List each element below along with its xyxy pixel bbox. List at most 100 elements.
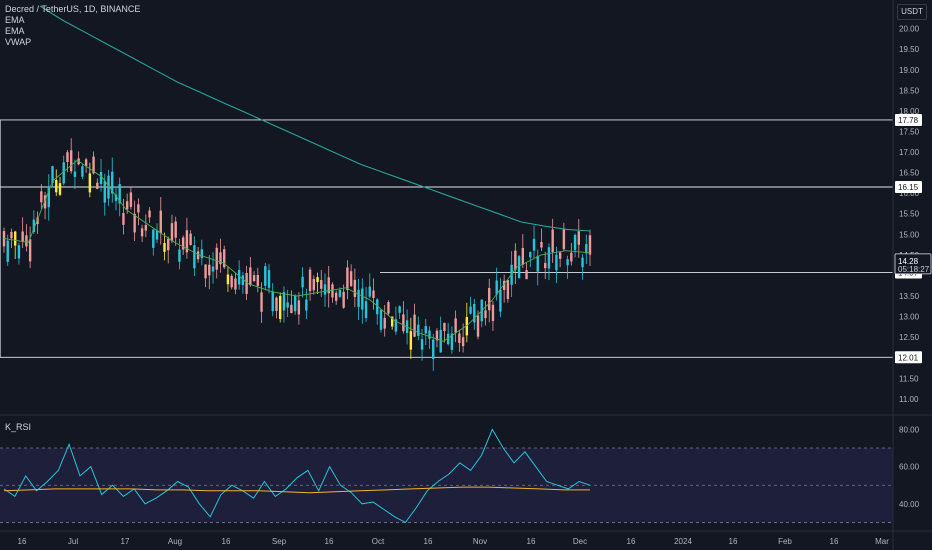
candle-body bbox=[529, 252, 532, 258]
price-tick-label: 11.00 bbox=[899, 395, 919, 404]
current-price-badge bbox=[894, 253, 932, 275]
candle-body bbox=[346, 267, 349, 291]
candle-body bbox=[398, 306, 401, 313]
candle-body bbox=[58, 183, 62, 195]
candle-body bbox=[241, 275, 245, 286]
candle-body bbox=[495, 280, 498, 295]
level-price-label: 17.78 bbox=[898, 116, 919, 125]
level-price-label: 16.15 bbox=[898, 183, 919, 192]
candle-body bbox=[81, 166, 84, 177]
candle-body bbox=[484, 310, 487, 319]
candle-body bbox=[181, 237, 185, 250]
candle-body bbox=[353, 279, 357, 297]
candle-body bbox=[264, 266, 267, 286]
candle-body bbox=[390, 316, 394, 327]
candle-body bbox=[230, 275, 233, 288]
candle-body bbox=[62, 162, 65, 184]
candle-body bbox=[443, 322, 446, 332]
candle-body bbox=[252, 275, 256, 282]
price-tick-label: 17.00 bbox=[899, 148, 920, 157]
level-price-badge bbox=[895, 180, 922, 193]
time-tick-label: 16 bbox=[18, 537, 27, 546]
candle-body bbox=[137, 204, 140, 213]
candle-body bbox=[435, 330, 439, 341]
candle-body bbox=[133, 213, 136, 233]
time-axis[interactable]: 16 Jul 17 Aug 16 Sep 16 Oct 16 Nov 16 Dec 16 2024 16 Fe… bbox=[18, 537, 890, 546]
indicator-ema-2[interactable]: EMA bbox=[5, 26, 25, 36]
candle-body bbox=[428, 330, 431, 339]
price-tick-label: 16.00 bbox=[899, 189, 920, 198]
candle-body bbox=[551, 229, 554, 253]
candle-body bbox=[323, 284, 327, 295]
candle-body bbox=[305, 299, 308, 311]
candle-body bbox=[454, 318, 457, 333]
candle-body bbox=[521, 248, 525, 265]
countdown-label: 05:18:27 bbox=[898, 265, 930, 274]
candle-body bbox=[88, 173, 92, 193]
candle-body bbox=[357, 289, 360, 307]
candle-body bbox=[517, 256, 521, 279]
candle-body bbox=[200, 249, 204, 259]
price-pane[interactable] bbox=[0, 0, 893, 415]
candle-body bbox=[439, 329, 442, 353]
price-tick-label: 11.50 bbox=[899, 374, 919, 383]
candle-body bbox=[320, 280, 323, 289]
horizontal-levels[interactable] bbox=[0, 119, 893, 358]
candle-body bbox=[570, 252, 573, 262]
grid-lines bbox=[0, 447, 893, 523]
time-tick-label: 16 bbox=[325, 537, 334, 546]
candle-body bbox=[312, 278, 315, 291]
rsi-tick-label: 40.00 bbox=[899, 500, 920, 509]
candle-body bbox=[349, 271, 353, 287]
candle-body bbox=[476, 315, 480, 337]
candle-body bbox=[36, 217, 39, 225]
price-axis[interactable]: 20.00 19.50 19.00 18.50 18.00 17.50 17.00 16.50… bbox=[899, 25, 920, 404]
chart-legend[interactable]: Decred / TetherUS, 1D, BINANCE EMA EMA V… bbox=[5, 4, 140, 48]
candle-body bbox=[96, 182, 99, 189]
candle-body bbox=[558, 252, 562, 259]
candle-body bbox=[368, 286, 371, 297]
candle-body bbox=[204, 264, 207, 279]
candle-body bbox=[140, 228, 144, 237]
candle-body bbox=[249, 267, 252, 286]
indicator-ema-1[interactable]: EMA bbox=[5, 15, 25, 25]
candle-body bbox=[465, 317, 469, 336]
candle-body bbox=[417, 324, 420, 336]
candle-body bbox=[588, 235, 592, 255]
candle-body bbox=[144, 225, 148, 231]
price-tick-label: 12.50 bbox=[899, 333, 920, 342]
candle-body bbox=[301, 276, 304, 288]
time-tick-label: 17 bbox=[121, 537, 130, 546]
candle-body bbox=[84, 159, 88, 166]
time-tick-label: Mar bbox=[875, 537, 889, 546]
level-price-label: 12.01 bbox=[898, 353, 919, 362]
candle-body bbox=[402, 314, 405, 332]
candle-body bbox=[409, 331, 413, 350]
candle-body bbox=[111, 171, 114, 194]
price-tick-label: 19.50 bbox=[899, 45, 920, 54]
time-tick-label: Nov bbox=[473, 537, 487, 546]
candle-body bbox=[163, 242, 166, 252]
candle-body bbox=[267, 270, 271, 288]
candle-body bbox=[129, 192, 133, 207]
candle-body bbox=[562, 229, 566, 250]
candle-body bbox=[114, 194, 118, 201]
candle-body bbox=[544, 262, 547, 269]
candle-body bbox=[32, 219, 36, 232]
symbol-title[interactable]: Decred / TetherUS, 1D, BINANCE bbox=[5, 4, 141, 14]
candle-body bbox=[394, 319, 398, 332]
candle-body bbox=[234, 278, 237, 290]
candle-body bbox=[51, 166, 54, 183]
candle-body bbox=[488, 287, 491, 311]
time-tick-label: 16 bbox=[222, 537, 231, 546]
time-tick-label: 16 bbox=[424, 537, 433, 546]
candle-body bbox=[10, 231, 13, 239]
rsi-title[interactable]: K_RSI bbox=[5, 422, 32, 432]
indicator-vwap[interactable]: VWAP bbox=[5, 37, 32, 47]
rsi-axis[interactable]: 80.00 60.00 40.00 bbox=[899, 425, 920, 508]
currency-badge[interactable]: USDT bbox=[897, 4, 927, 20]
candle-body bbox=[275, 297, 278, 311]
candle-body bbox=[211, 266, 215, 272]
